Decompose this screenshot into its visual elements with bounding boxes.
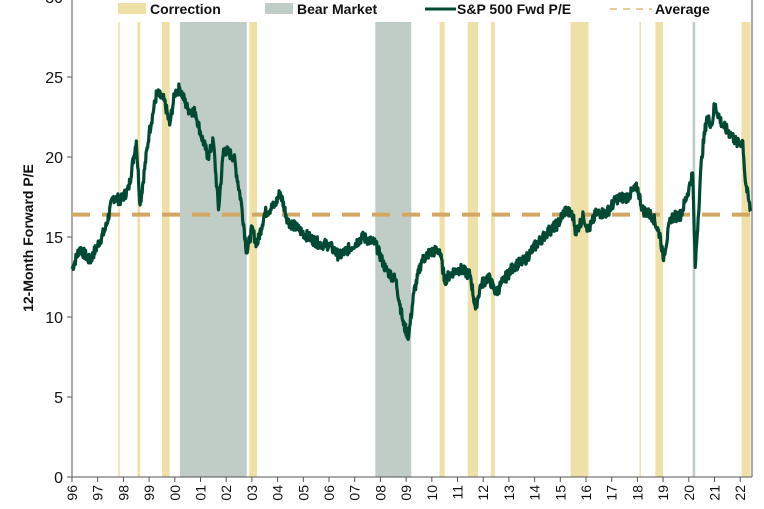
x-tick-label: 18 bbox=[629, 485, 645, 501]
x-tick-label: 04 bbox=[270, 485, 286, 501]
x-tick-label: 17 bbox=[604, 485, 620, 501]
legend-label-bear-market: Bear Market bbox=[297, 1, 377, 17]
correction-band bbox=[137, 22, 141, 477]
x-tick-label: 20 bbox=[681, 485, 697, 501]
y-tick-label: 30 bbox=[45, 0, 63, 7]
legend-swatch-correction bbox=[118, 3, 146, 14]
x-tick-label: 08 bbox=[372, 485, 388, 501]
x-tick-label: 22 bbox=[732, 485, 748, 501]
x-tick-label: 15 bbox=[552, 485, 568, 501]
x-tick-label: 00 bbox=[167, 485, 183, 501]
y-tick-label: 5 bbox=[54, 390, 63, 407]
bear-market-band bbox=[375, 22, 412, 477]
x-tick-label: 19 bbox=[655, 485, 671, 501]
correction-band bbox=[249, 22, 258, 477]
correction-band bbox=[161, 22, 170, 477]
x-tick-label: 02 bbox=[218, 485, 234, 501]
legend-label-sp500: S&P 500 Fwd P/E bbox=[457, 1, 571, 17]
x-tick-label: 98 bbox=[115, 485, 131, 501]
x-tick-label: 21 bbox=[707, 485, 723, 501]
x-tick-label: 16 bbox=[578, 485, 594, 501]
correction-band bbox=[467, 22, 479, 477]
x-tick-label: 10 bbox=[424, 485, 440, 501]
y-tick-label: 0 bbox=[54, 470, 63, 487]
correction-band bbox=[655, 22, 664, 477]
x-tick-label: 11 bbox=[450, 485, 466, 500]
x-tick-label: 13 bbox=[501, 485, 517, 501]
correction-band bbox=[439, 22, 445, 477]
x-tick-label: 97 bbox=[90, 485, 106, 501]
y-tick-label: 10 bbox=[45, 310, 63, 327]
correction-band bbox=[741, 22, 751, 477]
correction-band bbox=[490, 22, 495, 477]
series-line-sp500-fwd-pe bbox=[70, 82, 752, 341]
legend-label-average: Average bbox=[655, 1, 710, 17]
legend: Correction Bear Market S&P 500 Fwd P/E A… bbox=[118, 1, 710, 17]
y-tick-label: 20 bbox=[45, 150, 63, 167]
y-axis-label: 12-Month Forward P/E bbox=[20, 164, 36, 312]
x-tick-label: 96 bbox=[64, 485, 80, 501]
x-tick-label: 03 bbox=[244, 485, 260, 501]
bear-market-band bbox=[179, 22, 247, 477]
x-tick-label: 99 bbox=[141, 485, 157, 501]
legend-swatch-bear-market bbox=[265, 3, 293, 14]
x-tick-label: 07 bbox=[347, 485, 363, 501]
x-tick-label: 01 bbox=[193, 485, 209, 501]
x-tick-label: 14 bbox=[527, 485, 543, 501]
correction-band bbox=[639, 22, 641, 477]
correction-band bbox=[118, 22, 120, 477]
correction-band bbox=[570, 22, 589, 477]
x-tick-label: 06 bbox=[321, 485, 337, 501]
x-tick-label: 05 bbox=[295, 485, 311, 501]
x-tick-label: 12 bbox=[475, 485, 491, 501]
legend-label-correction: Correction bbox=[150, 1, 221, 17]
y-tick-label: 15 bbox=[45, 230, 63, 247]
y-tick-label: 25 bbox=[45, 70, 63, 87]
x-tick-label: 09 bbox=[398, 485, 414, 501]
